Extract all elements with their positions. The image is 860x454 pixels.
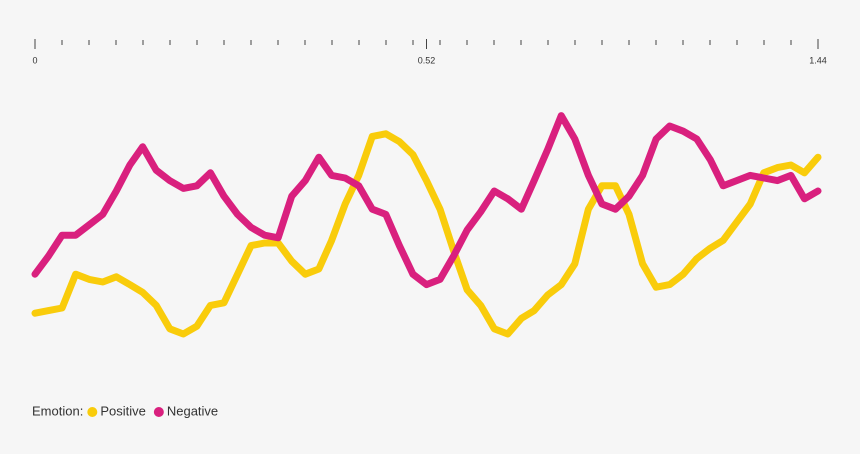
legend-label: Negative <box>167 403 218 418</box>
legend: Emotion: Positive Negative <box>32 403 218 418</box>
legend-swatch <box>153 407 164 417</box>
x-tick-label: 0.52 <box>418 55 436 65</box>
legend-label: Positive <box>100 403 146 418</box>
x-tick-label: 1.44 <box>809 55 827 65</box>
legend-swatch <box>87 407 98 417</box>
legend-title: Emotion: <box>32 403 83 418</box>
series-line <box>31 130 822 338</box>
series-line <box>31 112 822 289</box>
x-tick-label: 0 <box>32 55 37 65</box>
